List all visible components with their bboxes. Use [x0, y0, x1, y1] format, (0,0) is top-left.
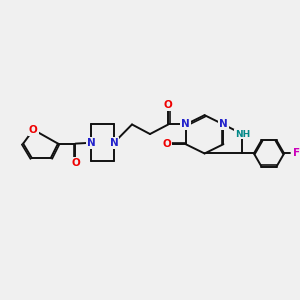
Text: O: O [29, 125, 38, 135]
Text: O: O [164, 100, 173, 110]
Text: N: N [110, 138, 118, 148]
Text: NH: NH [235, 130, 250, 139]
Text: O: O [71, 158, 80, 168]
Text: O: O [163, 139, 171, 149]
Text: N: N [181, 119, 190, 130]
Text: N: N [87, 138, 96, 148]
Text: F: F [293, 148, 300, 158]
Text: N: N [219, 119, 228, 130]
